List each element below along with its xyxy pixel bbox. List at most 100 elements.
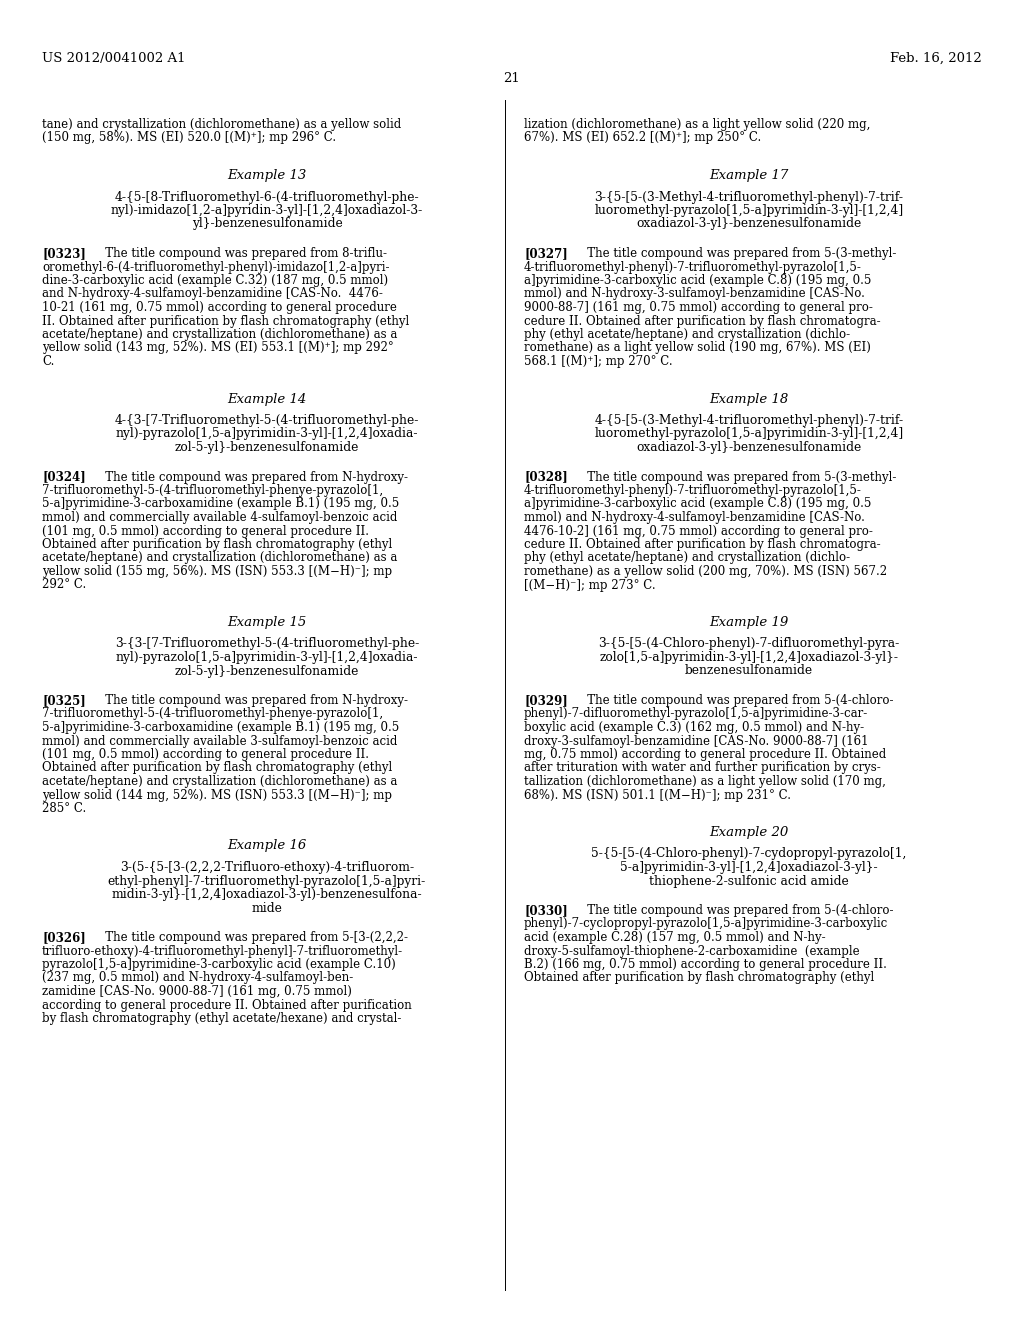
Text: Example 18: Example 18 bbox=[710, 392, 788, 405]
Text: [0329]: [0329] bbox=[524, 694, 567, 708]
Text: thiophene-2-sulfonic acid amide: thiophene-2-sulfonic acid amide bbox=[649, 874, 849, 887]
Text: Example 13: Example 13 bbox=[227, 169, 306, 182]
Text: nyl)-pyrazolo[1,5-a]pyrimidin-3-yl]-[1,2,4]oxadia-: nyl)-pyrazolo[1,5-a]pyrimidin-3-yl]-[1,2… bbox=[116, 428, 418, 441]
Text: boxylic acid (example C.3) (162 mg, 0.5 mmol) and N-hy-: boxylic acid (example C.3) (162 mg, 0.5 … bbox=[524, 721, 864, 734]
Text: [0323]: [0323] bbox=[42, 247, 86, 260]
Text: phenyl)-7-difluoromethyl-pyrazolo[1,5-a]pyrimidine-3-car-: phenyl)-7-difluoromethyl-pyrazolo[1,5-a]… bbox=[524, 708, 868, 721]
Text: (150 mg, 58%). MS (EI) 520.0 [(M)⁺]; mp 296° C.: (150 mg, 58%). MS (EI) 520.0 [(M)⁺]; mp … bbox=[42, 132, 336, 144]
Text: 5-{5-[5-(4-Chloro-phenyl)-7-cydopropyl-pyrazolo[1,: 5-{5-[5-(4-Chloro-phenyl)-7-cydopropyl-p… bbox=[591, 847, 906, 861]
Text: The title compound was prepared from 8-triflu-: The title compound was prepared from 8-t… bbox=[94, 247, 387, 260]
Text: The title compound was prepared from N-hydroxy-: The title compound was prepared from N-h… bbox=[94, 470, 408, 483]
Text: and N-hydroxy-4-sulfamoyl-benzamidine [CAS-No.  4476-: and N-hydroxy-4-sulfamoyl-benzamidine [C… bbox=[42, 288, 383, 301]
Text: II. Obtained after purification by flash chromatography (ethyl: II. Obtained after purification by flash… bbox=[42, 314, 410, 327]
Text: The title compound was prepared from 5-(3-methyl-: The title compound was prepared from 5-(… bbox=[575, 470, 896, 483]
Text: Feb. 16, 2012: Feb. 16, 2012 bbox=[890, 51, 982, 65]
Text: dine-3-carboxylic acid (example C.32) (187 mg, 0.5 mmol): dine-3-carboxylic acid (example C.32) (1… bbox=[42, 275, 388, 286]
Text: by flash chromatography (ethyl acetate/hexane) and crystal-: by flash chromatography (ethyl acetate/h… bbox=[42, 1012, 401, 1026]
Text: 3-(5-{5-[3-(2,2,2-Trifluoro-ethoxy)-4-trifluorom-: 3-(5-{5-[3-(2,2,2-Trifluoro-ethoxy)-4-tr… bbox=[120, 861, 414, 874]
Text: Example 20: Example 20 bbox=[710, 826, 788, 840]
Text: [0328]: [0328] bbox=[524, 470, 567, 483]
Text: tane) and crystallization (dichloromethane) as a yellow solid: tane) and crystallization (dichlorometha… bbox=[42, 117, 401, 131]
Text: nyl)-pyrazolo[1,5-a]pyrimidin-3-yl]-[1,2,4]oxadia-: nyl)-pyrazolo[1,5-a]pyrimidin-3-yl]-[1,2… bbox=[116, 651, 418, 664]
Text: Obtained after purification by flash chromatography (ethyl: Obtained after purification by flash chr… bbox=[42, 539, 392, 550]
Text: 5-a]pyrimidine-3-carboxamidine (example B.1) (195 mg, 0.5: 5-a]pyrimidine-3-carboxamidine (example … bbox=[42, 721, 399, 734]
Text: acetate/heptane) and crystallization (dichloromethane) as a: acetate/heptane) and crystallization (di… bbox=[42, 327, 397, 341]
Text: 10-21 (161 mg, 0.75 mmol) according to general procedure: 10-21 (161 mg, 0.75 mmol) according to g… bbox=[42, 301, 397, 314]
Text: acetate/heptane) and crystallization (dichloromethane) as a: acetate/heptane) and crystallization (di… bbox=[42, 552, 397, 565]
Text: 4-trifluoromethyl-phenyl)-7-trifluoromethyl-pyrazolo[1,5-: 4-trifluoromethyl-phenyl)-7-trifluoromet… bbox=[524, 260, 862, 273]
Text: mg, 0.75 mmol) according to general procedure II. Obtained: mg, 0.75 mmol) according to general proc… bbox=[524, 748, 886, 762]
Text: 4-trifluoromethyl-phenyl)-7-trifluoromethyl-pyrazolo[1,5-: 4-trifluoromethyl-phenyl)-7-trifluoromet… bbox=[524, 484, 862, 498]
Text: yellow solid (155 mg, 56%). MS (ISN) 553.3 [(M−H)⁻]; mp: yellow solid (155 mg, 56%). MS (ISN) 553… bbox=[42, 565, 392, 578]
Text: droxy-5-sulfamoyl-thiophene-2-carboxamidine  (example: droxy-5-sulfamoyl-thiophene-2-carboxamid… bbox=[524, 945, 859, 957]
Text: according to general procedure II. Obtained after purification: according to general procedure II. Obtai… bbox=[42, 998, 412, 1011]
Text: 9000-88-7] (161 mg, 0.75 mmol) according to general pro-: 9000-88-7] (161 mg, 0.75 mmol) according… bbox=[524, 301, 872, 314]
Text: trifluoro-ethoxy)-4-trifluoromethyl-phenyl]-7-trifluoromethyl-: trifluoro-ethoxy)-4-trifluoromethyl-phen… bbox=[42, 945, 403, 957]
Text: 5-a]pyrimidine-3-carboxamidine (example B.1) (195 mg, 0.5: 5-a]pyrimidine-3-carboxamidine (example … bbox=[42, 498, 399, 511]
Text: [0325]: [0325] bbox=[42, 694, 86, 708]
Text: a]pyrimidine-3-carboxylic acid (example C.8) (195 mg, 0.5: a]pyrimidine-3-carboxylic acid (example … bbox=[524, 498, 871, 511]
Text: mide: mide bbox=[252, 902, 283, 915]
Text: (101 mg, 0.5 mmol) according to general procedure II.: (101 mg, 0.5 mmol) according to general … bbox=[42, 748, 369, 762]
Text: phenyl)-7-cyclopropyl-pyrazolo[1,5-a]pyrimidine-3-carboxylic: phenyl)-7-cyclopropyl-pyrazolo[1,5-a]pyr… bbox=[524, 917, 888, 931]
Text: The title compound was prepared from N-hydroxy-: The title compound was prepared from N-h… bbox=[94, 694, 408, 708]
Text: [0326]: [0326] bbox=[42, 931, 86, 944]
Text: 4-{5-[5-(3-Methyl-4-trifluoromethyl-phenyl)-7-trif-: 4-{5-[5-(3-Methyl-4-trifluoromethyl-phen… bbox=[595, 414, 903, 426]
Text: zamidine [CAS-No. 9000-88-7] (161 mg, 0.75 mmol): zamidine [CAS-No. 9000-88-7] (161 mg, 0.… bbox=[42, 985, 352, 998]
Text: (237 mg, 0.5 mmol) and N-hydroxy-4-sulfamoyl-ben-: (237 mg, 0.5 mmol) and N-hydroxy-4-sulfa… bbox=[42, 972, 353, 985]
Text: yellow solid (143 mg, 52%). MS (EI) 553.1 [(M)⁺]; mp 292°: yellow solid (143 mg, 52%). MS (EI) 553.… bbox=[42, 342, 394, 355]
Text: 21: 21 bbox=[504, 73, 520, 84]
Text: 285° C.: 285° C. bbox=[42, 803, 86, 814]
Text: 7-trifluoromethyl-5-(4-trifluoromethyl-phenye-pyrazolo[1,: 7-trifluoromethyl-5-(4-trifluoromethyl-p… bbox=[42, 484, 383, 498]
Text: Example 15: Example 15 bbox=[227, 616, 306, 630]
Text: US 2012/0041002 A1: US 2012/0041002 A1 bbox=[42, 51, 185, 65]
Text: 3-{5-[5-(4-Chloro-phenyl)-7-difluoromethyl-pyra-: 3-{5-[5-(4-Chloro-phenyl)-7-difluorometh… bbox=[598, 638, 900, 651]
Text: luoromethyl-pyrazolo[1,5-a]pyrimidin-3-yl]-[1,2,4]: luoromethyl-pyrazolo[1,5-a]pyrimidin-3-y… bbox=[595, 205, 903, 216]
Text: ethyl-phenyl]-7-trifluoromethyl-pyrazolo[1,5-a]pyri-: ethyl-phenyl]-7-trifluoromethyl-pyrazolo… bbox=[108, 874, 426, 887]
Text: 4-{5-[8-Trifluoromethyl-6-(4-trifluoromethyl-phe-: 4-{5-[8-Trifluoromethyl-6-(4-trifluorome… bbox=[115, 190, 419, 203]
Text: benzenesulfonamide: benzenesulfonamide bbox=[685, 664, 813, 677]
Text: yl}-benzenesulfonamide: yl}-benzenesulfonamide bbox=[191, 218, 342, 231]
Text: lization (dichloromethane) as a light yellow solid (220 mg,: lization (dichloromethane) as a light ye… bbox=[524, 117, 870, 131]
Text: zol-5-yl}-benzenesulfonamide: zol-5-yl}-benzenesulfonamide bbox=[175, 664, 359, 677]
Text: [0330]: [0330] bbox=[524, 904, 567, 917]
Text: pyrazolo[1,5-a]pyrimidine-3-carboxylic acid (example C.10): pyrazolo[1,5-a]pyrimidine-3-carboxylic a… bbox=[42, 958, 395, 972]
Text: a]pyrimidine-3-carboxylic acid (example C.8) (195 mg, 0.5: a]pyrimidine-3-carboxylic acid (example … bbox=[524, 275, 871, 286]
Text: 67%). MS (EI) 652.2 [(M)⁺]; mp 250° C.: 67%). MS (EI) 652.2 [(M)⁺]; mp 250° C. bbox=[524, 132, 761, 144]
Text: droxy-3-sulfamoyl-benzamidine [CAS-No. 9000-88-7] (161: droxy-3-sulfamoyl-benzamidine [CAS-No. 9… bbox=[524, 734, 868, 747]
Text: (101 mg, 0.5 mmol) according to general procedure II.: (101 mg, 0.5 mmol) according to general … bbox=[42, 524, 369, 537]
Text: nyl)-imidazo[1,2-a]pyridin-3-yl]-[1,2,4]oxadiazol-3-: nyl)-imidazo[1,2-a]pyridin-3-yl]-[1,2,4]… bbox=[111, 205, 423, 216]
Text: 568.1 [(M)⁺]; mp 270° C.: 568.1 [(M)⁺]; mp 270° C. bbox=[524, 355, 673, 368]
Text: C.: C. bbox=[42, 355, 54, 368]
Text: after trituration with water and further purification by crys-: after trituration with water and further… bbox=[524, 762, 881, 775]
Text: 292° C.: 292° C. bbox=[42, 578, 86, 591]
Text: zol-5-yl}-benzenesulfonamide: zol-5-yl}-benzenesulfonamide bbox=[175, 441, 359, 454]
Text: luoromethyl-pyrazolo[1,5-a]pyrimidin-3-yl]-[1,2,4]: luoromethyl-pyrazolo[1,5-a]pyrimidin-3-y… bbox=[595, 428, 903, 441]
Text: romethane) as a yellow solid (200 mg, 70%). MS (ISN) 567.2: romethane) as a yellow solid (200 mg, 70… bbox=[524, 565, 887, 578]
Text: mmol) and commercially available 4-sulfamoyl-benzoic acid: mmol) and commercially available 4-sulfa… bbox=[42, 511, 397, 524]
Text: yellow solid (144 mg, 52%). MS (ISN) 553.3 [(M−H)⁻]; mp: yellow solid (144 mg, 52%). MS (ISN) 553… bbox=[42, 788, 392, 801]
Text: phy (ethyl acetate/heptane) and crystallization (dichlo-: phy (ethyl acetate/heptane) and crystall… bbox=[524, 552, 850, 565]
Text: tallization (dichloromethane) as a light yellow solid (170 mg,: tallization (dichloromethane) as a light… bbox=[524, 775, 886, 788]
Text: midin-3-yl}-[1,2,4]oxadiazol-3-yl)-benzenesulfona-: midin-3-yl}-[1,2,4]oxadiazol-3-yl)-benze… bbox=[112, 888, 422, 902]
Text: [(M−H)⁻]; mp 273° C.: [(M−H)⁻]; mp 273° C. bbox=[524, 578, 655, 591]
Text: The title compound was prepared from 5-(4-chloro-: The title compound was prepared from 5-(… bbox=[575, 904, 894, 917]
Text: 7-trifluoromethyl-5-(4-trifluoromethyl-phenye-pyrazolo[1,: 7-trifluoromethyl-5-(4-trifluoromethyl-p… bbox=[42, 708, 383, 721]
Text: 3-{3-[7-Trifluoromethyl-5-(4-trifluoromethyl-phe-: 3-{3-[7-Trifluoromethyl-5-(4-trifluorome… bbox=[115, 638, 419, 651]
Text: Obtained after purification by flash chromatography (ethyl: Obtained after purification by flash chr… bbox=[42, 762, 392, 775]
Text: mmol) and N-hydroxy-3-sulfamoyl-benzamidine [CAS-No.: mmol) and N-hydroxy-3-sulfamoyl-benzamid… bbox=[524, 288, 865, 301]
Text: oxadiazol-3-yl}-benzenesulfonamide: oxadiazol-3-yl}-benzenesulfonamide bbox=[636, 218, 861, 231]
Text: acid (example C.28) (157 mg, 0.5 mmol) and N-hy-: acid (example C.28) (157 mg, 0.5 mmol) a… bbox=[524, 931, 825, 944]
Text: romethane) as a light yellow solid (190 mg, 67%). MS (EI): romethane) as a light yellow solid (190 … bbox=[524, 342, 870, 355]
Text: acetate/heptane) and crystallization (dichloromethane) as a: acetate/heptane) and crystallization (di… bbox=[42, 775, 397, 788]
Text: Example 19: Example 19 bbox=[710, 616, 788, 630]
Text: 5-a]pyrimidin-3-yl]-[1,2,4]oxadiazol-3-yl}-: 5-a]pyrimidin-3-yl]-[1,2,4]oxadiazol-3-y… bbox=[621, 861, 878, 874]
Text: The title compound was prepared from 5-(4-chloro-: The title compound was prepared from 5-(… bbox=[575, 694, 894, 708]
Text: zolo[1,5-a]pyrimidin-3-yl]-[1,2,4]oxadiazol-3-yl}-: zolo[1,5-a]pyrimidin-3-yl]-[1,2,4]oxadia… bbox=[599, 651, 898, 664]
Text: The title compound was prepared from 5-[3-(2,2,2-: The title compound was prepared from 5-[… bbox=[94, 931, 408, 944]
Text: 4476-10-2] (161 mg, 0.75 mmol) according to general pro-: 4476-10-2] (161 mg, 0.75 mmol) according… bbox=[524, 524, 872, 537]
Text: Obtained after purification by flash chromatography (ethyl: Obtained after purification by flash chr… bbox=[524, 972, 874, 985]
Text: oromethyl-6-(4-trifluoromethyl-phenyl)-imidazo[1,2-a]pyri-: oromethyl-6-(4-trifluoromethyl-phenyl)-i… bbox=[42, 260, 389, 273]
Text: The title compound was prepared from 5-(3-methyl-: The title compound was prepared from 5-(… bbox=[575, 247, 896, 260]
Text: Example 16: Example 16 bbox=[227, 840, 306, 853]
